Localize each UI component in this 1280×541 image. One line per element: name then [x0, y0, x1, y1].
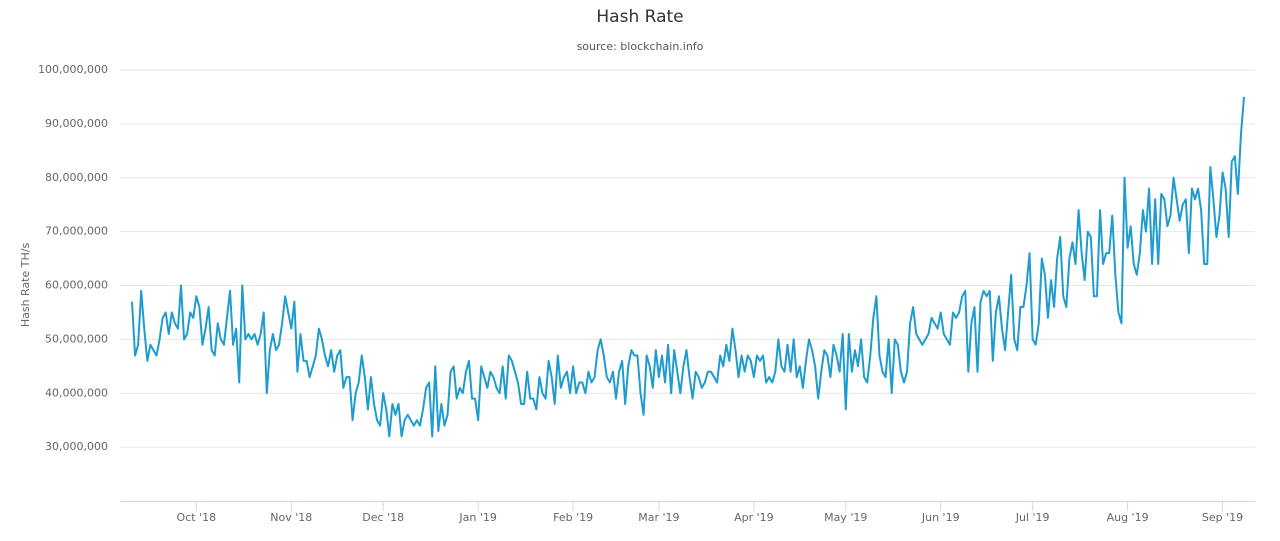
x-tick-label: Feb '19: [553, 511, 593, 524]
data-line: [131, 96, 1245, 438]
chart-subtitle: source: blockchain.info: [577, 40, 704, 53]
x-tick-label: Sep '19: [1202, 511, 1243, 524]
x-tick-label: May '19: [824, 511, 867, 524]
x-tick-label: Jun '19: [921, 511, 960, 524]
x-tick-label: Apr '19: [734, 511, 774, 524]
y-tick-label: 50,000,000: [45, 332, 108, 345]
y-tick-label: 40,000,000: [45, 386, 108, 399]
y-tick-label: 30,000,000: [45, 440, 108, 453]
y-tick-label: 70,000,000: [45, 225, 108, 238]
y-tick-label: 60,000,000: [45, 279, 108, 292]
x-tick-label: Nov '18: [270, 511, 312, 524]
x-tick-label: Jul '19: [1015, 511, 1050, 524]
y-tick-label: 90,000,000: [45, 117, 108, 130]
y-tick-label: 80,000,000: [45, 171, 108, 184]
x-tick-label: Mar '19: [638, 511, 679, 524]
x-tick-label: Jan '19: [458, 511, 496, 524]
y-tick-label: 100,000,000: [38, 63, 108, 76]
x-tick-label: Dec '18: [362, 511, 404, 524]
x-tick-label: Aug '19: [1107, 511, 1149, 524]
chart-title: Hash Rate: [596, 7, 683, 27]
y-axis-title: Hash Rate TH/s: [19, 243, 32, 328]
x-tick-label: Oct '18: [177, 511, 217, 524]
